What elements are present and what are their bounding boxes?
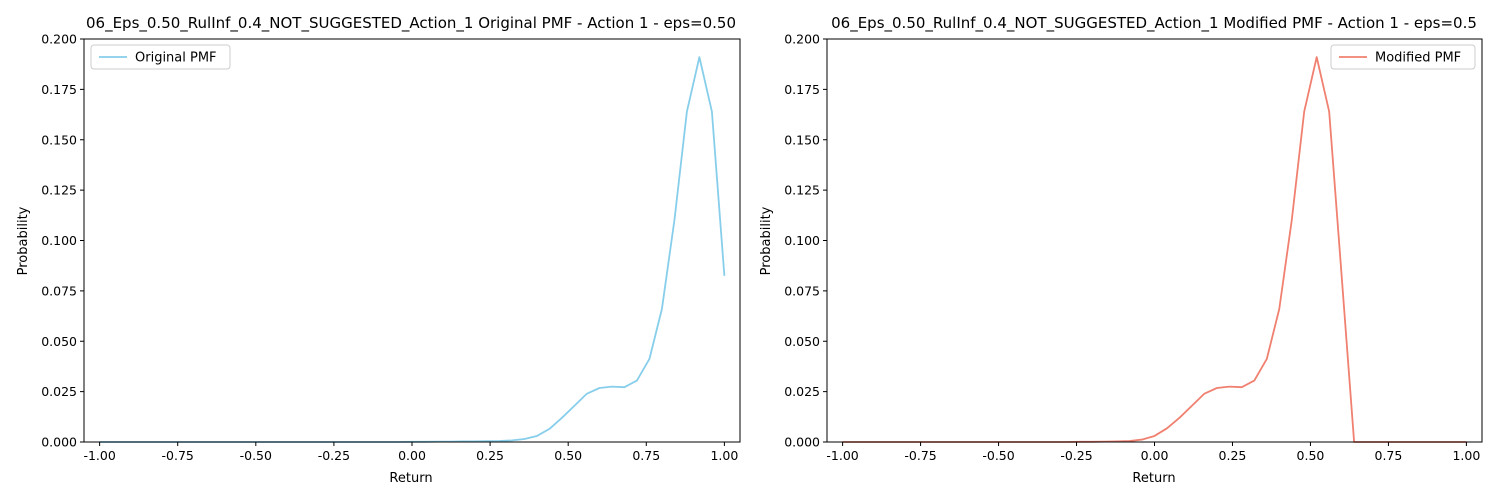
y-tick-label: 0.050 [41, 334, 77, 349]
y-tick-label: 0.075 [41, 283, 77, 298]
chart-original-pmf: 06_Eps_0.50_RulInf_0.4_NOT_SUGGESTED_Act… [16, 14, 741, 486]
y-tick-label: 0.000 [41, 435, 77, 450]
y-tick-label: 0.200 [41, 32, 77, 47]
y-tick-label: 0.150 [41, 132, 77, 147]
x-tick-label: 0.25 [476, 448, 504, 463]
y-tick-label: 0.125 [784, 183, 820, 198]
y-tick-label: 0.000 [784, 435, 820, 450]
y-tick-label: 0.100 [41, 233, 77, 248]
y-tick-label: 0.150 [784, 132, 820, 147]
x-tick-label: -0.75 [904, 448, 936, 463]
y-tick-label: 0.075 [784, 283, 820, 298]
y-tick-label: 0.025 [41, 384, 77, 399]
y-tick-label: 0.175 [784, 82, 820, 97]
y-tick-label: 0.025 [784, 384, 820, 399]
y-tick-label: 0.050 [784, 334, 820, 349]
x-tick-label: -1.00 [83, 448, 115, 463]
x-tick-label: -0.50 [982, 448, 1014, 463]
legend: Original PMF [90, 44, 231, 70]
x-tick-label: -0.50 [240, 448, 272, 463]
legend-label: Modified PMF [1375, 51, 1461, 66]
x-tick-label: 1.00 [710, 448, 738, 463]
legend: Modified PMF [1330, 44, 1476, 70]
chart-title: 06_Eps_0.50_RulInf_0.4_NOT_SUGGESTED_Act… [831, 14, 1477, 33]
x-tick-label: -0.75 [162, 448, 194, 463]
chart-modified-pmf: 06_Eps_0.50_RulInf_0.4_NOT_SUGGESTED_Act… [759, 14, 1483, 486]
x-tick-label: 0.00 [398, 448, 426, 463]
legend-box [1330, 44, 1476, 70]
chart-title: 06_Eps_0.50_RulInf_0.4_NOT_SUGGESTED_Act… [86, 14, 736, 33]
x-axis-label: Return [389, 471, 432, 486]
x-tick-label: -0.25 [318, 448, 350, 463]
x-axis-label: Return [1132, 471, 1175, 486]
x-tick-label: 0.50 [554, 448, 582, 463]
x-tick-label: 0.00 [1141, 448, 1169, 463]
x-tick-label: -1.00 [826, 448, 858, 463]
y-tick-label: 0.200 [784, 32, 820, 47]
y-tick-label: 0.175 [41, 82, 77, 97]
y-tick-label: 0.100 [784, 233, 820, 248]
x-tick-label: 0.25 [1219, 448, 1247, 463]
x-tick-label: -0.25 [1060, 448, 1092, 463]
y-axis-label: Probability [16, 206, 31, 275]
y-axis-label: Probability [759, 206, 774, 275]
x-tick-label: 0.75 [632, 448, 660, 463]
legend-label: Original PMF [135, 51, 217, 66]
legend-box [90, 44, 231, 70]
x-tick-label: 1.00 [1452, 448, 1480, 463]
y-tick-label: 0.125 [41, 183, 77, 198]
x-tick-label: 0.75 [1375, 448, 1403, 463]
x-tick-label: 0.50 [1297, 448, 1325, 463]
